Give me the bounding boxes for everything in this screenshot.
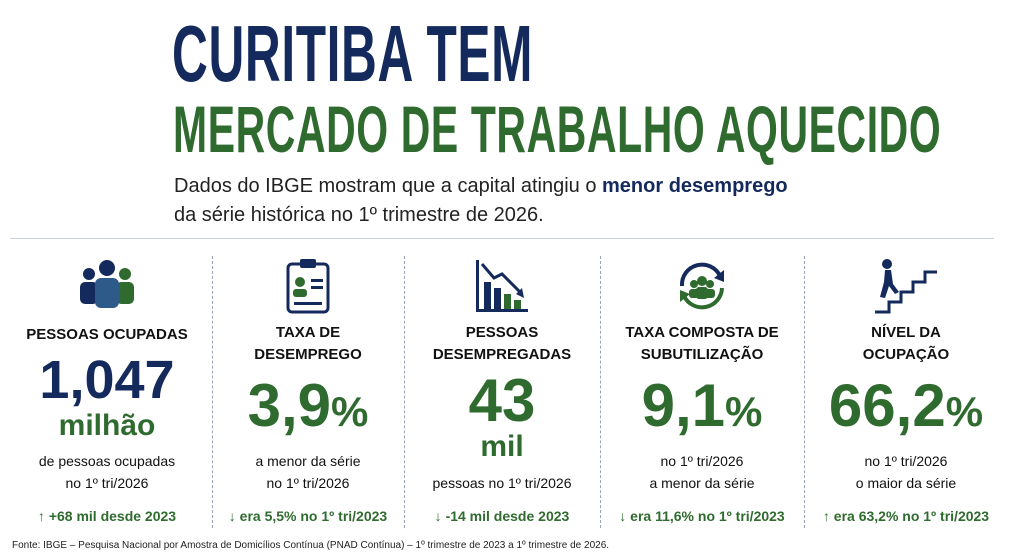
headline-line-1: CURITIBA TEM — [172, 9, 534, 98]
stairs-climb-icon — [875, 259, 937, 314]
stat-label: NÍVEL DA OCUPAÇÃO — [862, 324, 950, 363]
stat-taxa-subutilizacao: TAXA COMPOSTA DE SUBUTILIZAÇÃO 9,1% no 1… — [604, 252, 800, 532]
stat-label: PESSOAS OCUPADAS — [26, 326, 188, 343]
arrow-down-icon: ↓ — [434, 508, 442, 524]
intro-text-part-1: Dados do IBGE mostram que a capital atin… — [174, 175, 603, 197]
stat-comparison: ↑ era 63,2% no 1º tri/2023 — [822, 508, 990, 524]
header-divider — [10, 238, 994, 239]
stat-pessoas-desempregadas: PESSOAS DESEMPREGADAS 43 mil pessoas no … — [408, 252, 596, 532]
stat-comparison: ↓ -14 mil desde 2023 — [434, 508, 570, 524]
headline-line-2: MERCADO DE TRABALHO AQUECIDO — [173, 92, 942, 166]
stat-label: TAXA DE DESEMPREGO — [254, 324, 362, 363]
arrow-down-icon: ↓ — [228, 508, 236, 524]
column-divider — [804, 256, 805, 528]
column-divider — [212, 256, 213, 528]
stat-desc-2: no 1º tri/2026 — [266, 475, 350, 491]
stat-desc-1: a menor da série — [255, 453, 361, 469]
stat-taxa-desemprego: TAXA DE DESEMPREGO 3,9% a menor da série… — [216, 252, 400, 532]
stat-desc-1: de pessoas ocupadas — [38, 453, 176, 469]
stat-value: 3,9% — [247, 372, 369, 439]
stat-desc-2: no 1º tri/2026 — [65, 475, 149, 491]
declining-chart-icon — [476, 260, 528, 312]
stat-pessoas-ocupadas: PESSOAS OCUPADAS 1,047 milhão de pessoas… — [14, 252, 200, 532]
stat-nivel-ocupacao: NÍVEL DA OCUPAÇÃO 66,2% no 1º tri/2026 o… — [808, 252, 1004, 532]
stat-desc-1: pessoas no 1º tri/2026 — [432, 475, 572, 491]
stat-unit: milhão — [58, 409, 156, 442]
stat-desc-2: a menor da série — [649, 475, 755, 491]
column-divider — [600, 256, 601, 528]
column-divider — [404, 256, 405, 528]
intro-text-highlight: menor desemprego — [602, 175, 788, 197]
cycle-people-icon — [679, 262, 724, 310]
arrow-down-icon: ↓ — [619, 508, 627, 524]
stat-label: TAXA COMPOSTA DE SUBUTILIZAÇÃO — [625, 324, 779, 363]
arrow-up-icon: ↑ — [822, 508, 830, 524]
intro-text-part-2: da série histórica no 1º trimestre de 20… — [174, 204, 544, 226]
source-note: Fonte: IBGE – Pesquisa Nacional por Amos… — [12, 540, 610, 551]
stat-comparison: ↓ era 11,6% no 1º tri/2023 — [619, 508, 785, 524]
stat-desc-1: no 1º tri/2026 — [864, 453, 948, 469]
stat-comparison: ↓ era 5,5% no 1º tri/2023 — [228, 508, 388, 524]
stat-value: 43 — [468, 367, 536, 434]
people-icon — [80, 260, 134, 308]
clipboard-icon — [286, 259, 330, 314]
stat-value: 9,1% — [641, 372, 763, 439]
stat-label: PESSOAS DESEMPREGADAS — [432, 324, 572, 363]
arrow-up-icon: ↑ — [37, 508, 45, 524]
intro-text: Dados do IBGE mostram que a capital atin… — [174, 172, 874, 230]
stat-comparison: ↑ +68 mil desde 2023 — [37, 508, 177, 524]
stat-desc-1: no 1º tri/2026 — [660, 453, 744, 469]
stat-desc-2: o maior da série — [855, 475, 957, 491]
stat-value: 66,2% — [828, 372, 984, 439]
stat-unit: mil — [480, 430, 524, 463]
stat-value: 1,047 — [39, 350, 175, 410]
